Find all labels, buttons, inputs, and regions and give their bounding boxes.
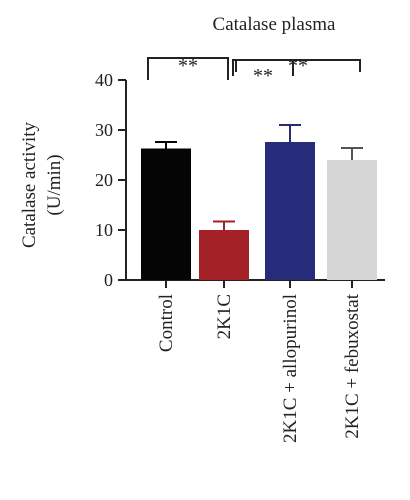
x-tick-label-3: 2K1C + febuxostat bbox=[342, 293, 363, 438]
significance-label-1: ** bbox=[253, 65, 273, 87]
significance-brackets: ** ** ** bbox=[147, 55, 361, 87]
significance-bracket-2 bbox=[235, 59, 361, 72]
y-axis-label-line2: (U/min) bbox=[44, 154, 65, 215]
y-tick-label: 10 bbox=[95, 220, 113, 240]
y-tick-label: 30 bbox=[95, 120, 113, 140]
significance-bracket-0 bbox=[147, 57, 229, 80]
y-tick-label: 40 bbox=[95, 70, 113, 90]
y-axis-label-line1: Catalase activity bbox=[19, 121, 40, 248]
significance-label-0: ** bbox=[178, 55, 198, 77]
bar-0 bbox=[141, 148, 191, 280]
bars-group bbox=[141, 142, 377, 280]
error-bars-group bbox=[155, 124, 363, 230]
x-tick-label-1: 2K1C bbox=[214, 294, 235, 339]
x-tick-label-2: 2K1C + allopurinol bbox=[280, 294, 301, 443]
bar-3 bbox=[327, 160, 377, 280]
bar-2 bbox=[265, 142, 315, 280]
x-tick-label-0: Control bbox=[156, 294, 177, 352]
y-tick-label: 20 bbox=[95, 170, 113, 190]
bar-1 bbox=[199, 230, 249, 280]
x-tick-labels: Control 2K1C 2K1C + allopurinol 2K1C + febu… bbox=[156, 293, 363, 443]
y-tick-label: 0 bbox=[104, 270, 113, 290]
chart-title: Catalase plasma bbox=[213, 14, 336, 35]
significance-label-2: ** bbox=[288, 55, 308, 77]
